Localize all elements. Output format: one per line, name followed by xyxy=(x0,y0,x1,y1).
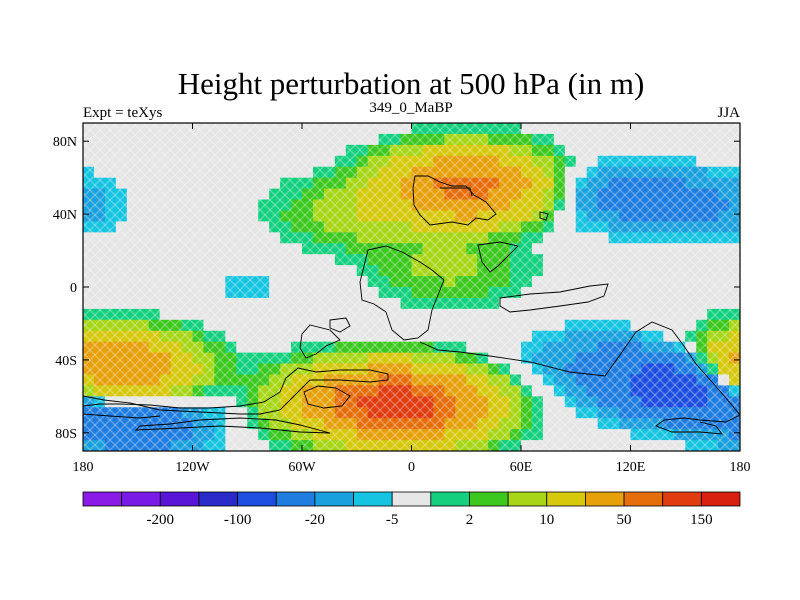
x-tick-label: 60E xyxy=(510,460,533,475)
y-axis: 80N 40N 0 40S 80S xyxy=(53,135,740,442)
colorbar-box xyxy=(662,491,702,507)
chart-title: Height perturbation at 500 hPa (in m) xyxy=(178,66,645,101)
y-tick-label: 80N xyxy=(53,135,77,150)
colorbar-box xyxy=(546,491,586,507)
y-tick-label: 80S xyxy=(55,427,77,442)
colorbar-box xyxy=(623,491,664,507)
colorbar-box xyxy=(585,491,625,507)
colorbar-box xyxy=(198,491,238,507)
x-tick-label: 0 xyxy=(408,460,415,475)
x-tick-label: 180 xyxy=(73,460,94,475)
x-axis: 180 120W 60W 0 60E 120E 180 xyxy=(73,123,751,475)
coastlines xyxy=(83,175,740,435)
y-tick-label: 0 xyxy=(70,281,77,296)
x-tick-label: 120W xyxy=(175,460,210,475)
colorbar-label: 10 xyxy=(539,512,554,528)
colorbar-label: -100 xyxy=(224,512,252,528)
colorbar-box xyxy=(700,491,741,507)
colorbar-box xyxy=(430,491,470,507)
colorbar-label: 150 xyxy=(690,512,713,528)
subtitle-center: 349_0_MaBP xyxy=(369,100,452,116)
y-tick-label: 40N xyxy=(53,208,77,223)
subtitle-right: JJA xyxy=(717,105,740,121)
colorbar-box xyxy=(159,491,200,507)
colorbar-box xyxy=(469,491,509,507)
colorbar-box xyxy=(391,491,432,507)
subtitle-left: Expt = teXys xyxy=(83,105,162,121)
colorbar-label: 2 xyxy=(466,512,474,528)
colorbar-label: 50 xyxy=(617,512,632,528)
hatch-overlay xyxy=(83,123,740,451)
x-tick-label: 180 xyxy=(730,460,751,475)
colorbar-box xyxy=(82,491,123,507)
colorbar-box xyxy=(353,491,393,507)
colorbar-box xyxy=(275,491,316,507)
colorbar-label: -200 xyxy=(147,512,175,528)
colorbar-label: -5 xyxy=(386,512,399,528)
map-panel xyxy=(82,122,741,452)
colorbar-box xyxy=(314,491,354,507)
x-tick-label: 60W xyxy=(288,460,316,475)
colorbar-box xyxy=(237,491,277,507)
colorbar-label: -20 xyxy=(305,512,325,528)
colorbar-box xyxy=(121,491,161,507)
x-tick-label: 120E xyxy=(616,460,646,475)
colorbar: -200 -100 -20 -5 2 10 50 150 xyxy=(82,491,741,528)
colorbar-box xyxy=(507,491,548,507)
y-tick-label: 40S xyxy=(55,354,77,369)
